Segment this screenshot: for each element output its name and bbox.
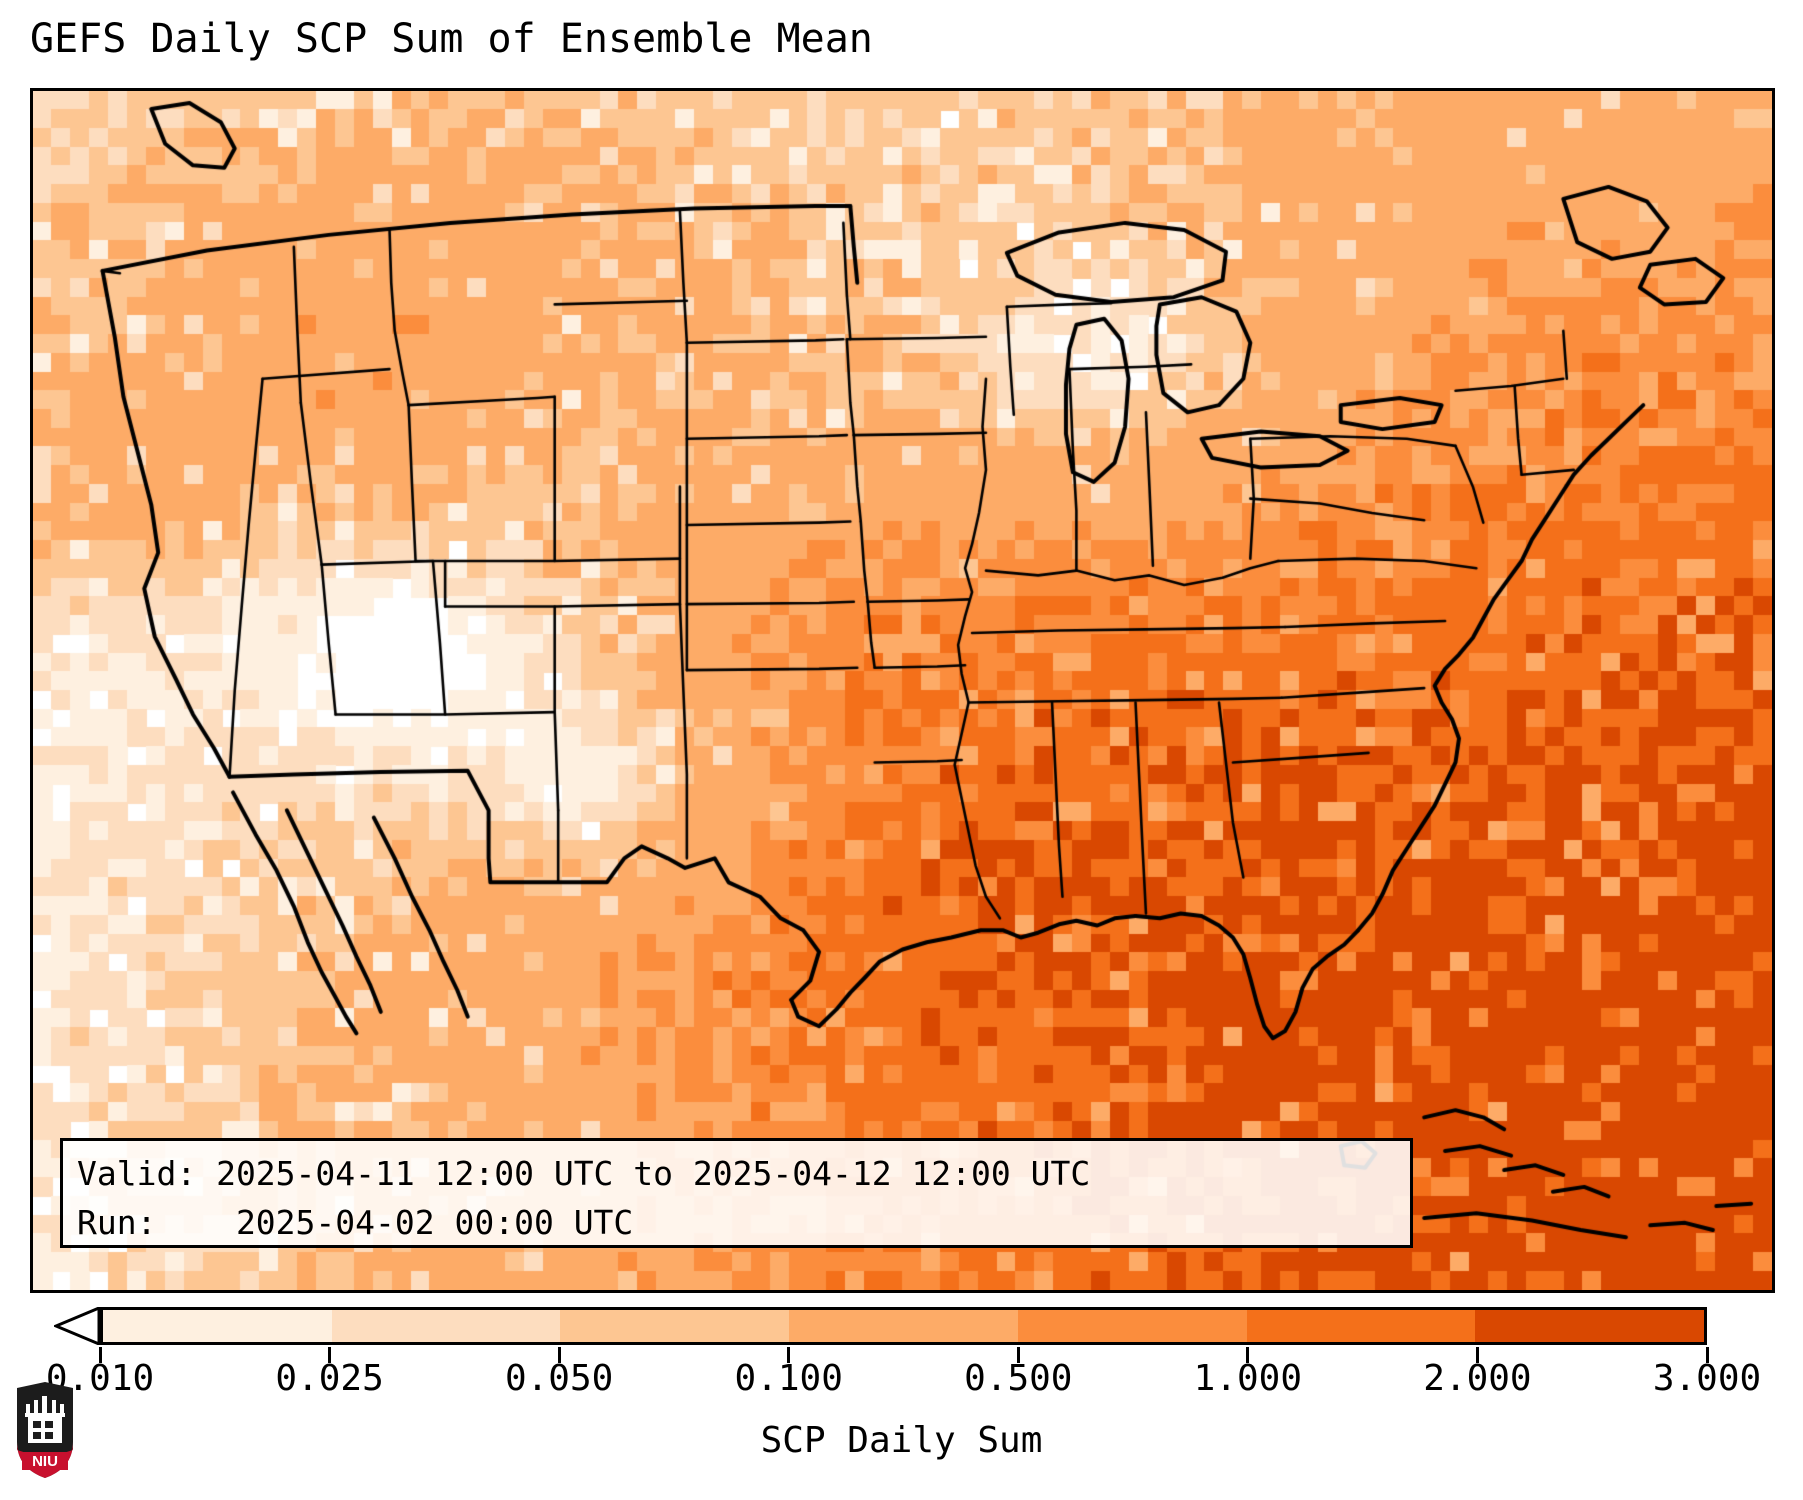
colorbar-tick-2: [557, 1347, 561, 1363]
page-title: GEFS Daily SCP Sum of Ensemble Mean: [30, 16, 873, 62]
valid-time-text: Valid: 2025-04-11 12:00 UTC to 2025-04-1…: [77, 1154, 1091, 1193]
annotation-box: Valid: 2025-04-11 12:00 UTC to 2025-04-1…: [60, 1138, 1413, 1248]
colorbar-axis-label: SCP Daily Sum: [760, 1420, 1043, 1461]
colorbar-band-4: [1017, 1310, 1247, 1342]
colorbar-tick-label-6: 2.000: [1423, 1358, 1532, 1399]
colorbar-tick-4: [1016, 1347, 1020, 1363]
scp-heatmap-canvas: [33, 91, 1772, 1290]
run-time-text: Run: 2025-04-02 00:00 UTC: [77, 1203, 634, 1242]
colorbar-tick-labels: 0.010 0.025 0.050 0.100 0.500 1.000 2.000 3.000: [0, 1358, 1803, 1404]
colorbar-band-2: [560, 1310, 790, 1342]
colorbar-tick-label-5: 1.000: [1193, 1358, 1303, 1399]
niu-logo: NIU: [17, 1382, 73, 1478]
colorbar-bands: [100, 1307, 1707, 1345]
colorbar-tick-label-2: 0.050: [504, 1358, 614, 1399]
colorbar: [30, 1305, 1775, 1363]
colorbar-tick-label-1: 0.025: [275, 1358, 384, 1399]
colorbar-tick-7: [1705, 1347, 1709, 1363]
colorbar-extend-min-arrow: [54, 1307, 100, 1345]
colorbar-band-0: [103, 1310, 332, 1342]
colorbar-tick-0: [98, 1347, 102, 1363]
colorbar-tick-1: [328, 1347, 332, 1363]
colorbar-band-3: [789, 1310, 1018, 1342]
colorbar-ticks: [98, 1347, 1709, 1363]
colorbar-band-5: [1246, 1310, 1476, 1342]
map-frame: [30, 88, 1775, 1293]
colorbar-tick-6: [1475, 1347, 1479, 1363]
colorbar-tick-3: [787, 1347, 791, 1363]
niu-logo-text: NIU: [32, 1453, 58, 1470]
colorbar-tick-5: [1246, 1347, 1250, 1363]
colorbar-tick-label-7: 3.000: [1652, 1358, 1762, 1399]
colorbar-tick-label-3: 0.100: [734, 1358, 843, 1399]
colorbar-band-1: [331, 1310, 561, 1342]
colorbar-band-6: [1475, 1310, 1705, 1342]
colorbar-tick-label-4: 0.500: [964, 1358, 1073, 1399]
